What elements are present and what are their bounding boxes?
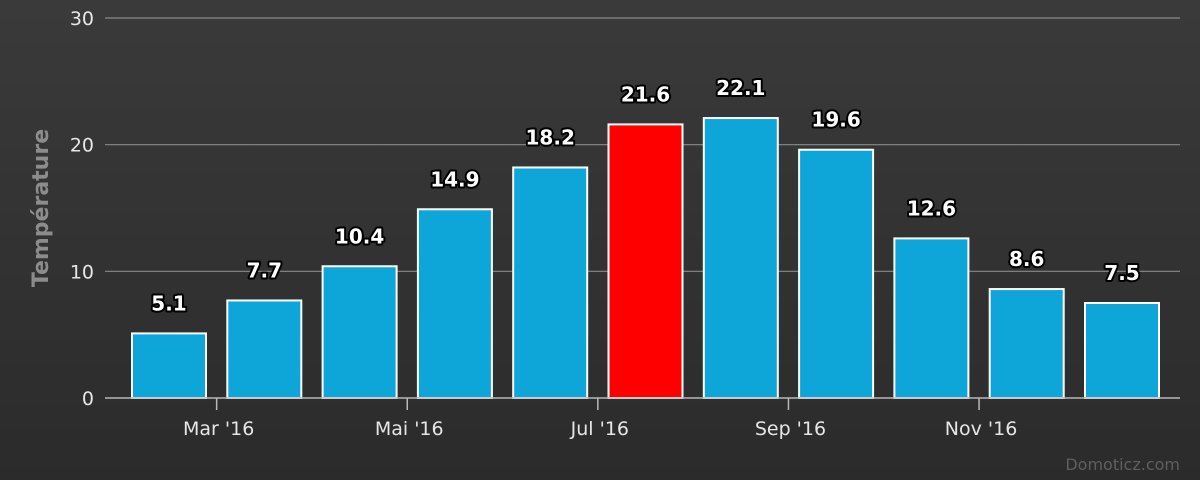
bar-feb-16[interactable]: [131, 332, 207, 399]
data-label-dec-16: 7.5: [1104, 261, 1139, 285]
y-tick-label-30: 30: [70, 8, 94, 30]
bar-apr-16[interactable]: [321, 265, 398, 399]
x-tick-label-mai-16: Mai '16: [375, 418, 444, 440]
bar-jun-16[interactable]: [512, 166, 589, 399]
data-label-aug-16: 22.1: [716, 76, 765, 100]
bar-mai-16[interactable]: [416, 208, 493, 399]
bar-oct-16[interactable]: [893, 237, 970, 399]
x-tick-label-jul-16: Jul '16: [570, 418, 629, 440]
bar-sep-16[interactable]: [798, 148, 875, 399]
bar-mar-16[interactable]: [226, 299, 303, 400]
x-tick-label-nov-16: Nov '16: [945, 418, 1018, 440]
y-axis-title: Température: [29, 129, 54, 287]
data-labels: 5.1 7.7 10.4 14.9 18.2 21.6 22.1 19.6 12.6 8.6 7.5: [149, 74, 1141, 317]
data-label-nov-16: 8.6: [1009, 247, 1044, 271]
bars: [131, 117, 1160, 400]
x-axis: Mar '16 Mai '16 Jul '16 Sep '16 Nov '16: [105, 397, 1180, 440]
bar-dec-16[interactable]: [1084, 302, 1160, 399]
x-tick-label-sep-16: Sep '16: [755, 418, 826, 440]
data-label-oct-16: 12.6: [907, 196, 956, 220]
y-tick-label-10: 10: [70, 261, 94, 283]
y-tick-label-20: 20: [70, 135, 94, 157]
data-label-jun-16: 18.2: [526, 125, 575, 149]
bar-jul-16[interactable]: [607, 123, 684, 400]
data-label-mai-16: 14.9: [430, 167, 479, 191]
data-label-sep-16: 19.6: [811, 108, 860, 132]
data-label-apr-16: 10.4: [335, 224, 384, 248]
x-tick-label-mar-16: Mar '16: [183, 418, 254, 440]
data-label-mar-16: 7.7: [247, 258, 282, 282]
data-label-feb-16: 5.1: [151, 291, 186, 315]
bar-nov-16[interactable]: [988, 288, 1065, 400]
credits-link[interactable]: Domoticz.com: [1065, 455, 1180, 474]
data-label-jul-16: 21.6: [621, 82, 670, 106]
y-tick-label-0: 0: [82, 388, 94, 410]
bar-aug-16[interactable]: [702, 117, 779, 399]
